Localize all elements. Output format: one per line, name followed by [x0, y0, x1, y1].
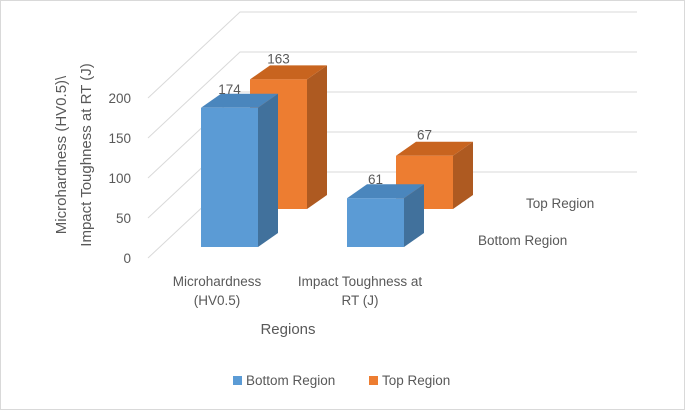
legend-swatch-top-region	[369, 376, 378, 385]
gridline	[147, 51, 637, 139]
bar-bottom-region	[201, 93, 278, 247]
data-label: 174	[218, 82, 241, 97]
bars	[201, 65, 473, 247]
bar-top-region	[396, 141, 473, 209]
bar-front-face	[201, 107, 258, 247]
data-label: 61	[368, 172, 383, 187]
category-label-2-line1: Impact Toughness at	[298, 274, 423, 289]
y-axis-title-line1: Microhardness (HV0.5)\	[53, 75, 70, 234]
bar-top-face	[347, 184, 424, 199]
bar-top-face	[201, 93, 278, 108]
bar-bottom-region	[347, 184, 424, 247]
gridline	[147, 91, 637, 179]
y-tick-label: 150	[108, 131, 131, 146]
bar-side-face	[404, 184, 424, 247]
bar-side-face	[307, 65, 327, 209]
bar-side-face	[258, 93, 278, 247]
depth-label-top-region: Top Region	[526, 196, 594, 211]
category-label-1-line2: (HV0.5)	[194, 293, 241, 308]
category-label-1-line1: Microhardness	[173, 274, 262, 289]
x-axis-title: Regions	[260, 321, 315, 338]
data-label: 163	[267, 51, 290, 66]
gridline	[147, 11, 637, 99]
bar-top-face	[396, 141, 473, 156]
bar-front-face	[347, 198, 404, 247]
y-axis-title-line2: Impact Toughness at RT (J)	[78, 63, 95, 246]
legend-label-bottom-region: Bottom Region	[246, 373, 335, 388]
y-tick-label: 100	[108, 171, 131, 186]
y-tick-label: 50	[116, 211, 131, 226]
y-tick-label: 0	[123, 251, 131, 266]
y-tick-label: 200	[108, 91, 131, 106]
legend-swatch-bottom-region	[233, 376, 242, 385]
category-label-2-line2: RT (J)	[342, 293, 379, 308]
bar-top-face	[250, 65, 327, 80]
bar-side-face	[453, 141, 473, 209]
depth-label-bottom-region: Bottom Region	[478, 233, 567, 248]
data-labels: 163 67 174 61	[218, 51, 432, 187]
y-axis-ticks: 0 50 100 150 200	[108, 91, 131, 266]
legend-label-top-region: Top Region	[382, 373, 450, 388]
data-label: 67	[417, 128, 432, 143]
